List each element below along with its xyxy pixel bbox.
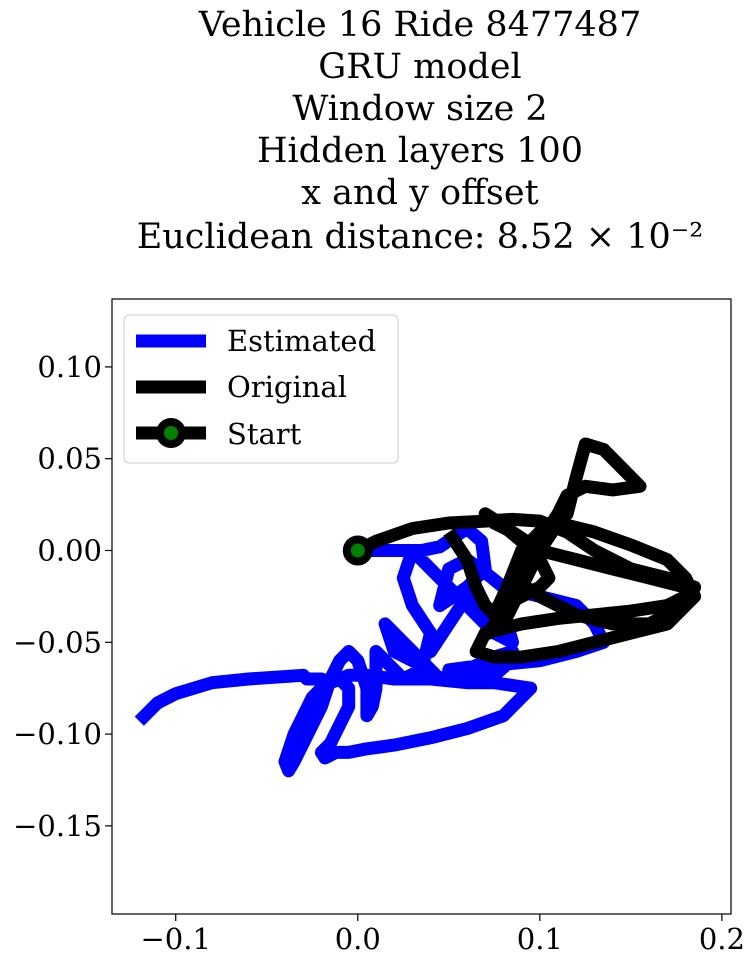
title-line: Hidden layers 100 (257, 131, 583, 171)
plot-frame (111, 298, 732, 915)
legend-label-original: Original (227, 370, 347, 404)
y-tick-label: 0.00 (37, 534, 102, 568)
chart-title: Vehicle 16 Ride 8477487 GRU model Window… (137, 5, 704, 257)
title-line: Euclidean distance: 8.52 × 10⁻² (137, 217, 704, 257)
title-line: Vehicle 16 Ride 8477487 (198, 5, 641, 45)
legend-start-marker (156, 418, 186, 448)
plot-area (134, 437, 702, 778)
y-tick-label: −0.10 (13, 717, 102, 751)
y-tick-label: 0.05 (37, 442, 102, 476)
legend-box (123, 314, 399, 464)
legend-label-estimated: Estimated (227, 324, 376, 358)
x-tick-label: −0.1 (141, 922, 211, 956)
x-tick-label: 0.0 (335, 922, 381, 956)
x-tick-label: 0.2 (699, 922, 745, 956)
x-tick-label: 0.1 (517, 922, 563, 956)
series-line-original (354, 437, 702, 664)
y-tick-label: −0.05 (13, 625, 102, 659)
title-line: GRU model (318, 47, 522, 87)
title-line: Window size 2 (292, 89, 547, 129)
y-tick-label: 0.10 (37, 350, 102, 384)
legend-label-start: Start (227, 417, 302, 451)
y-tick-label: −0.15 (13, 809, 102, 843)
legend: Estimated Original Start (123, 314, 399, 464)
title-line: x and y offset (301, 173, 538, 213)
start-marker (342, 535, 373, 566)
axes: −0.1 0.0 0.1 0.2 0.10 0.05 0.00 −0.05 −0.10 −0.15 (13, 350, 745, 956)
